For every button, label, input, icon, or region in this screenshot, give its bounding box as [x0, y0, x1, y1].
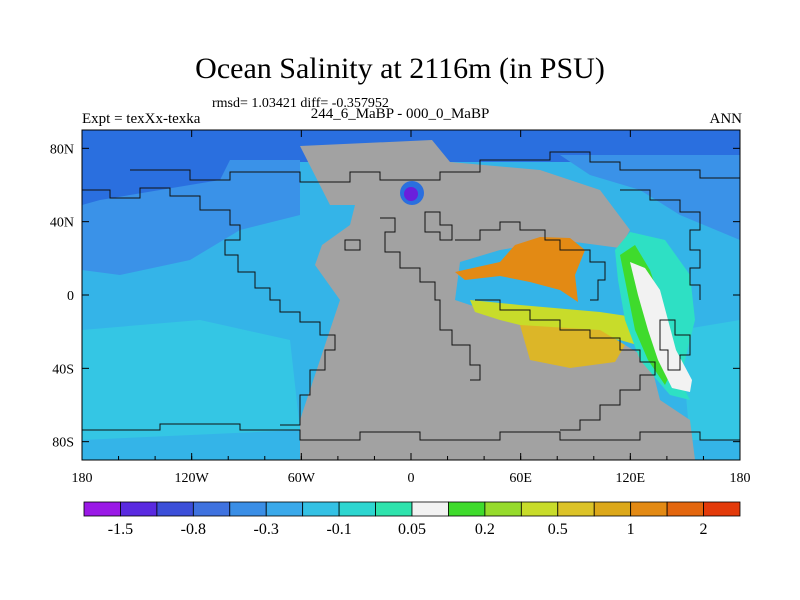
colorbar-swatch — [593, 501, 632, 517]
southern-tethys-gold — [520, 325, 625, 368]
season-label: ANN — [709, 111, 743, 127]
colorbar-label: 2 — [700, 521, 708, 538]
plot-title: Ocean Salinity at 2116m (in PSU) — [195, 52, 605, 85]
north-panthalassa-blue — [82, 160, 230, 205]
colorbar-swatch — [703, 501, 741, 517]
x-tick-label: 60E — [509, 471, 532, 486]
map-field — [82, 130, 740, 460]
colorbar-swatch — [484, 501, 522, 517]
antarctic-coastline — [82, 423, 740, 441]
tethys-saline-orange — [455, 237, 585, 302]
colorbar-swatch — [666, 501, 704, 517]
colorbar-label: -0.8 — [181, 521, 206, 538]
coastlines — [82, 151, 740, 441]
colorbar-swatch — [557, 501, 595, 517]
colorbar-swatch — [411, 501, 449, 517]
y-tick-label: 40N — [50, 216, 74, 231]
east-margin-white — [630, 262, 692, 392]
experiment-label: Expt = texXx-texka — [82, 111, 201, 127]
south-landmass-coastline — [475, 299, 656, 431]
x-tick-label: 180 — [72, 471, 93, 486]
x-tick-label: 120W — [175, 471, 210, 486]
south-panthalassa-cyan — [82, 320, 300, 440]
inland-sea-outline — [424, 211, 453, 241]
arctic-coastline — [130, 151, 740, 183]
colorbar-swatch — [192, 501, 231, 517]
x-tick-label: 120E — [616, 471, 646, 486]
y-tick-label: 0 — [67, 289, 74, 304]
y-tick-label: 80N — [50, 142, 74, 157]
north-landmass-coastline — [82, 187, 336, 426]
tethys-coastline — [455, 221, 606, 301]
x-tick-label: 180 — [730, 471, 751, 486]
y-tick-label: 40S — [52, 362, 74, 377]
x-tick-label: 0 — [408, 471, 415, 486]
colorbar-swatch — [520, 501, 559, 517]
colorbar-swatch — [265, 501, 304, 517]
colorbar-label: 0.05 — [398, 521, 426, 538]
colorbar-swatch — [229, 501, 267, 517]
colorbar-swatch — [156, 501, 194, 517]
colorbar-swatch — [83, 501, 121, 517]
east-tethys-north-blue — [560, 155, 740, 240]
colorbar-label: -1.5 — [108, 521, 133, 538]
southeast-ocean-cyan — [680, 320, 740, 440]
rmsd-diff-stats: rmsd= 1.03421 diff= -0.357952 — [212, 96, 389, 111]
eastern-island-coastline — [659, 319, 691, 371]
europe-africa-coastline — [380, 217, 481, 381]
colorbar: -1.5 -0.8 -0.3 -0.1 0.05 0.2 0.5 1 2 — [83, 501, 741, 538]
colorbar-swatch — [375, 501, 413, 517]
colorbar-label: -0.3 — [254, 521, 279, 538]
colorbar-label: 1 — [627, 521, 635, 538]
colorbar-label: 0.5 — [548, 521, 568, 538]
colorbar-swatch — [338, 501, 376, 517]
pangaea-landmass — [300, 140, 695, 460]
x-tick-label: 60W — [288, 471, 316, 486]
strong-fresh-anomaly-spot — [404, 187, 418, 201]
colorbar-swatch — [448, 501, 486, 517]
colorbar-label: -0.1 — [326, 521, 351, 538]
experiment-period-subtitle: 244_6_MaBP - 000_0_MaBP — [310, 106, 490, 122]
y-tick-label: 80S — [52, 436, 74, 451]
colorbar-label: 0.2 — [475, 521, 495, 538]
axis-ticks: 180 120W 60W 0 60E 120E 180 80N 40N 0 40S 80S — [50, 130, 751, 486]
western-island-outline — [344, 239, 361, 251]
colorbar-swatch — [302, 501, 340, 517]
east-asia-coastline — [620, 189, 701, 300]
colorbar-swatch — [120, 501, 158, 517]
colorbar-swatch — [630, 501, 668, 517]
